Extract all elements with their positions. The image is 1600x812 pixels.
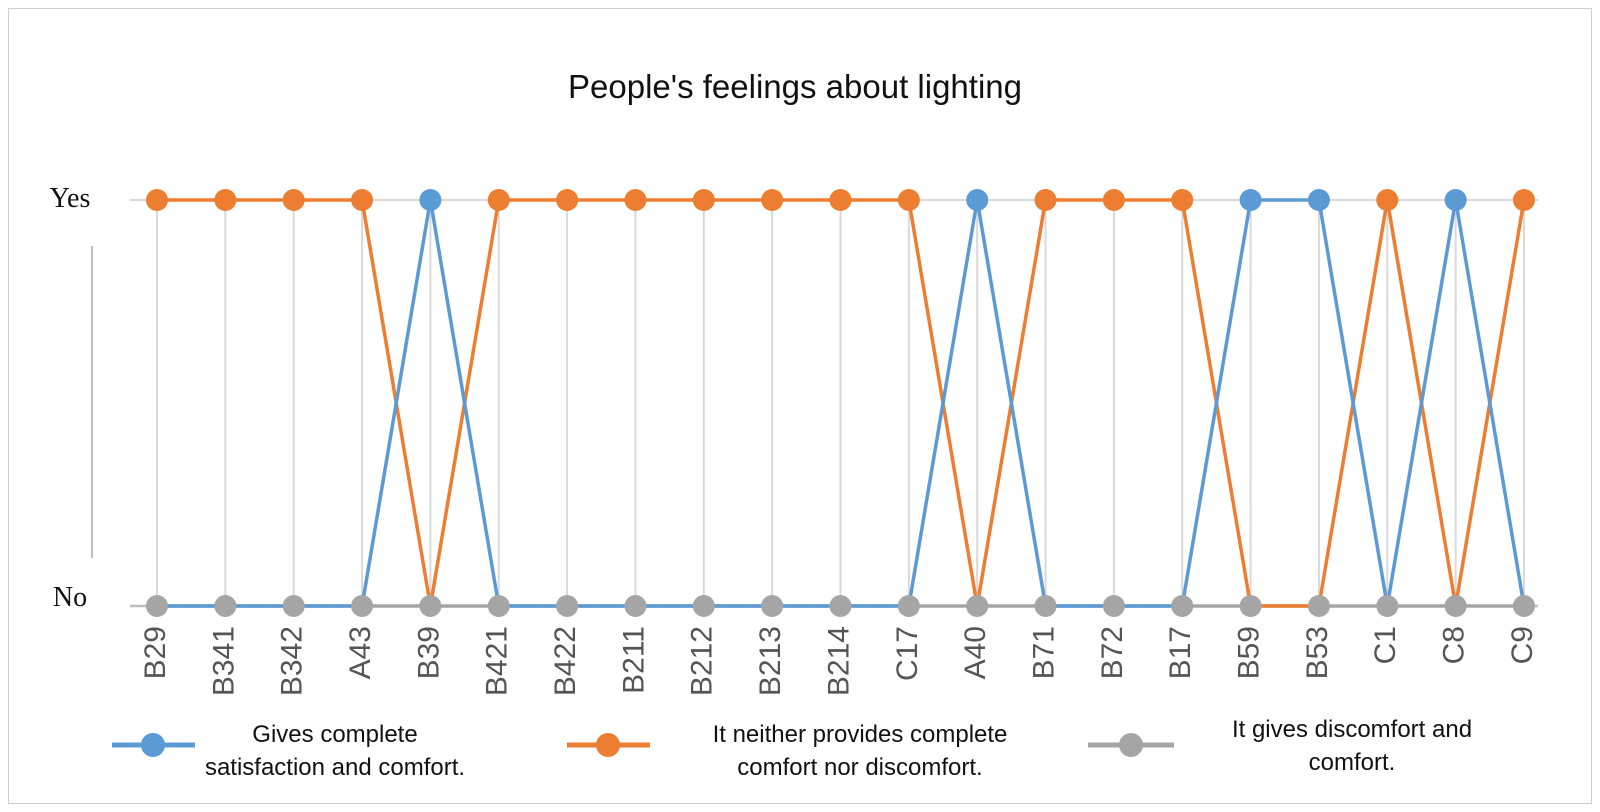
- series-2-point-B213: [761, 189, 784, 211]
- x-tick-B17: B17: [1164, 626, 1197, 679]
- x-tick-B342: B342: [276, 626, 309, 696]
- x-tick-B59: B59: [1233, 626, 1266, 679]
- chart-title: People's feelings about lighting: [568, 68, 1022, 105]
- chart-frame: [8, 8, 1592, 804]
- x-tick-C17: C17: [891, 626, 924, 681]
- y-label-no: No: [53, 582, 87, 613]
- series-3-point-B341: [214, 595, 237, 617]
- x-tick-B213: B213: [754, 626, 787, 696]
- legend-marker-3: [1119, 733, 1143, 757]
- series-3-point-B39: [419, 595, 442, 617]
- x-tick-B53: B53: [1301, 626, 1334, 679]
- legend-label-2-line-2: comfort nor discomfort.: [737, 754, 982, 781]
- y-label-yes: Yes: [50, 183, 91, 214]
- series-2-point-B214: [829, 189, 852, 211]
- series-1-point-B53: [1307, 189, 1330, 211]
- x-tick-A40: A40: [959, 626, 992, 679]
- series-3-point-B59: [1239, 595, 1262, 617]
- series-2-point-B212: [692, 189, 715, 211]
- x-tick-B421: B421: [481, 626, 514, 696]
- series-2-point-B29: [146, 189, 168, 211]
- series-2-point-C17: [897, 189, 920, 211]
- series-3-point-B213: [761, 595, 784, 617]
- x-tick-B211: B211: [617, 626, 650, 694]
- series-3-point-C8: [1444, 595, 1467, 617]
- series-2-point-B421: [487, 189, 510, 211]
- series-3-point-B212: [692, 595, 715, 617]
- x-tick-B212: B212: [686, 626, 719, 696]
- series-3-point-C9: [1513, 595, 1535, 617]
- series-3-point-B421: [487, 595, 510, 617]
- x-tick-B39: B39: [412, 626, 445, 679]
- series-1-point-B39: [419, 189, 442, 211]
- series-3-point-B53: [1307, 595, 1330, 617]
- series-3-point-A43: [351, 595, 374, 617]
- series-3-point-B17: [1171, 595, 1194, 617]
- plot-area: B29 B341 B342 A43 B39 B421 B422 B211 B212 B213 B21…: [130, 189, 1539, 696]
- series-1-point-B59: [1239, 189, 1262, 211]
- legend-marker-2: [596, 733, 620, 757]
- series-2-point-C1: [1376, 189, 1399, 211]
- legend-label-1-line-2: satisfaction and comfort.: [205, 754, 465, 781]
- series-3-point-A40: [966, 595, 989, 617]
- x-tick-C1: C1: [1369, 626, 1402, 664]
- series-1-point-A40: [966, 189, 989, 211]
- legend-marker-1: [141, 733, 165, 757]
- series-3-point-B72: [1102, 595, 1125, 617]
- series-2-point-B211: [624, 189, 647, 211]
- series-3-point-B211: [624, 595, 647, 617]
- x-tick-A43: A43: [344, 626, 377, 679]
- series-2-point-B341: [214, 189, 237, 211]
- series-3-point-B29: [146, 595, 168, 617]
- x-tick-B71: B71: [1027, 626, 1060, 679]
- series-2-point-B71: [1034, 189, 1057, 211]
- series-2-point-C9: [1513, 189, 1535, 211]
- x-tick-B214: B214: [822, 626, 855, 696]
- legend-label-3-line-2: comfort.: [1309, 749, 1396, 776]
- legend: Gives complete satisfaction and comfort. I…: [112, 716, 1472, 781]
- series-2-point-B342: [282, 189, 305, 211]
- series-3-point-B71: [1034, 595, 1057, 617]
- series-2-point-B422: [556, 189, 579, 211]
- x-tick-C9: C9: [1506, 626, 1539, 664]
- legend-label-3-line-1: It gives discomfort and: [1232, 716, 1472, 743]
- x-tick-B341: B341: [207, 626, 240, 696]
- series-3-point-C17: [897, 595, 920, 617]
- legend-label-2-line-1: It neither provides complete: [713, 721, 1008, 748]
- series-3-point-B214: [829, 595, 852, 617]
- series-2-point-B72: [1102, 189, 1125, 211]
- series-2-point-A43: [351, 189, 374, 211]
- x-tick-B422: B422: [549, 626, 582, 696]
- x-tick-C8: C8: [1438, 626, 1471, 664]
- series-1-point-C8: [1444, 189, 1467, 211]
- series-2-point-B17: [1171, 189, 1194, 211]
- series-3-point-B422: [556, 595, 579, 617]
- series-3-point-B342: [282, 595, 305, 617]
- x-tick-B29: B29: [139, 626, 172, 679]
- x-tick-B72: B72: [1096, 626, 1129, 679]
- series-3-point-C1: [1376, 595, 1399, 617]
- legend-label-1-line-1: Gives complete: [252, 721, 417, 748]
